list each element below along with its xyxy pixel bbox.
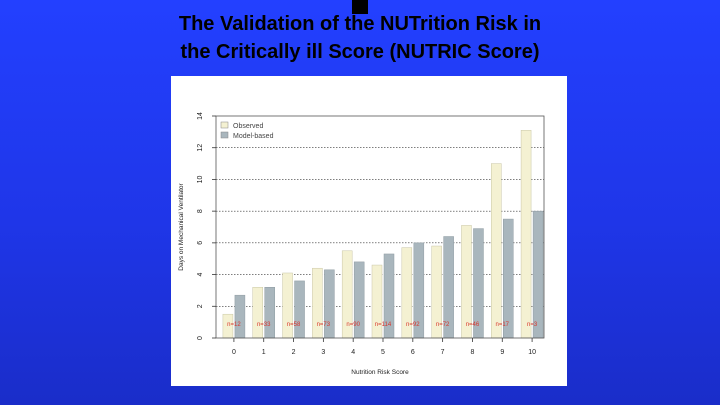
title-line-1: The Validation of the NUTrition Risk in [178, 13, 542, 35]
legend-swatch-observed [220, 121, 229, 129]
bar-chart: n=12 n=33 n=58 n=73 n=90 n=114 n=92 n=72 n=46 n=1… [178, 112, 545, 376]
legend-label-model-based: Model-based [233, 133, 274, 140]
x-tick-label: 8 [471, 349, 475, 356]
bar-model-based [234, 294, 246, 339]
x-tick-label: 7 [441, 349, 445, 356]
bar-observed [520, 130, 532, 339]
count-label: n=92 [406, 322, 420, 328]
chart-figure: n=12 n=33 n=58 n=73 n=90 n=114 n=92 n=72 n=46 n=1… [171, 76, 567, 386]
y-tick-label: 0 [197, 336, 204, 340]
legend-label-observed: Observed [233, 123, 263, 130]
y-tick-label: 10 [197, 175, 204, 183]
slide-title: The Validation of the NUTrition Risk in … [0, 10, 720, 66]
bar-observed [282, 272, 293, 339]
x-tick-label: 4 [351, 349, 355, 356]
x-tick-label: 9 [500, 349, 504, 356]
count-label: n=73 [317, 322, 331, 328]
bars: n=12 n=33 n=58 n=73 n=90 n=114 n=92 n=72 n=46 n=1… [222, 130, 544, 339]
title-line-2: the Critically ill Score (NUTRIC Score) [180, 41, 540, 63]
x-tick-label: 10 [528, 349, 536, 356]
y-tick-label: 6 [197, 241, 204, 245]
x-tick-label: 5 [381, 349, 385, 356]
top-marker [352, 0, 368, 14]
x-tick-label: 3 [321, 349, 325, 356]
y-tick-label: 8 [197, 209, 204, 213]
y-axis-title: Days on Mechanical Ventilator [178, 182, 185, 270]
count-label: n=72 [436, 322, 450, 328]
count-label: n=58 [287, 322, 301, 328]
y-tick-label: 4 [197, 273, 204, 277]
y-tick-label: 2 [197, 304, 204, 308]
bar-model-based [532, 210, 544, 339]
bar-model-based [294, 280, 305, 339]
bar-model-based [503, 218, 514, 339]
legend-swatch-model-based [220, 131, 229, 139]
bar-observed [491, 163, 502, 339]
y-tick-label: 14 [197, 112, 204, 120]
count-label: n=3 [527, 322, 538, 328]
count-label: n=114 [375, 322, 392, 328]
count-label: n=17 [496, 322, 510, 328]
legend: Observed Model-based [220, 121, 274, 140]
x-tick-label: 6 [411, 349, 415, 356]
count-label: n=33 [257, 322, 271, 328]
count-label: n=12 [227, 322, 241, 328]
plot-frame [215, 115, 545, 339]
x-tick-label: 1 [262, 349, 266, 356]
count-label: n=46 [466, 322, 480, 328]
y-tick-label: 12 [197, 144, 204, 152]
x-axis-title: Nutrition Risk Score [351, 369, 409, 376]
x-tick-label: 0 [232, 349, 236, 356]
count-label: n=90 [346, 322, 360, 328]
bar-observed [252, 287, 263, 339]
x-tick-label: 2 [292, 349, 296, 356]
bar-model-based [264, 287, 275, 339]
